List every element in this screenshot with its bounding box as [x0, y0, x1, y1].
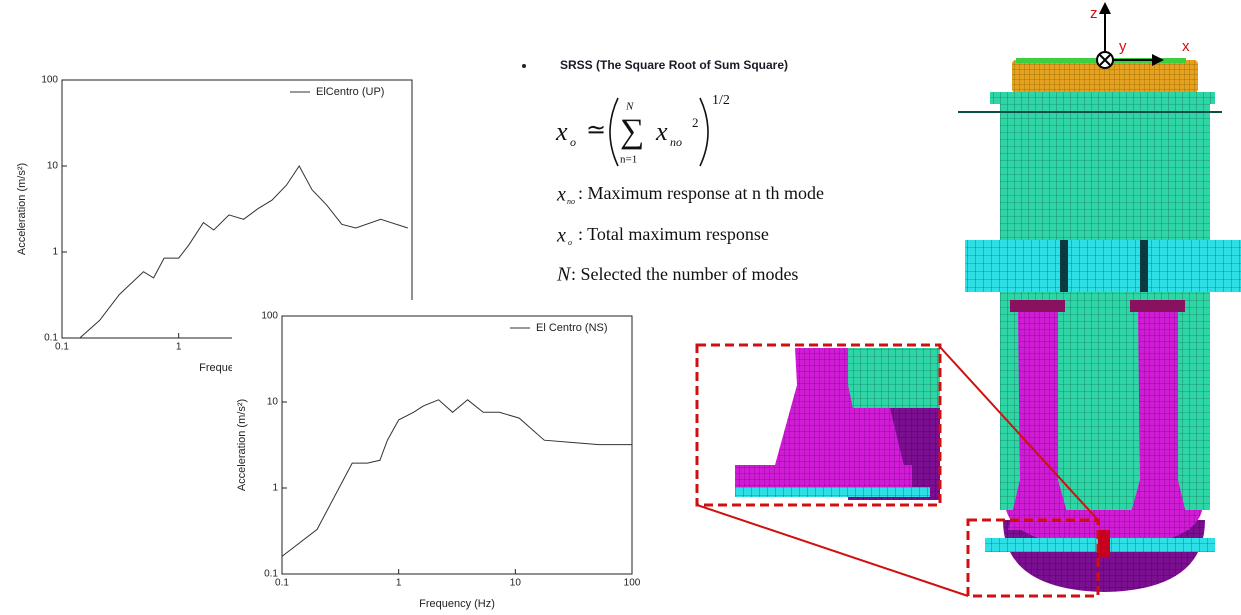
legend-label: El Centro (NS) [536, 322, 608, 334]
eq-sum-upper: N [625, 101, 634, 113]
y-tick-label: 10 [267, 397, 279, 408]
def-sub: o [568, 238, 572, 247]
eq-lhs-sub: o [570, 135, 576, 149]
leader [697, 505, 968, 596]
page: 0.1 1 10 100 0.1 1 10 100 Frequency (Hz) Accelera… [0, 0, 1241, 615]
y-tick-label: 100 [41, 75, 58, 86]
def-symbol: x [556, 225, 566, 247]
axis-label: x [1182, 38, 1190, 55]
x-axis-label: Frequency (Hz) [419, 598, 495, 610]
eq-lhs: x [555, 117, 568, 146]
paren-left [610, 98, 618, 166]
plot-frame [282, 316, 632, 574]
def-symbol: x [556, 184, 566, 206]
band-rib [1140, 240, 1148, 292]
heading: SRSS (The Square Root of Sum Square) [560, 58, 788, 72]
plot-frame [62, 80, 412, 338]
inset-shelf [735, 465, 912, 487]
x-tick-label: 1 [176, 342, 182, 353]
def-sub: no [567, 197, 575, 206]
eq-sum-lower: n=1 [620, 154, 637, 166]
eq-power: 1/2 [712, 93, 730, 108]
axis-label: y [1119, 38, 1127, 55]
legend-label: ElCentro (UP) [316, 86, 384, 98]
def-text: : Total maximum response [578, 224, 769, 244]
y-tick-label: 10 [47, 161, 59, 172]
x-tick-label: 1 [396, 578, 402, 589]
inset-plate [735, 487, 930, 497]
charts: 0.1 1 10 100 0.1 1 10 100 Frequency (Hz) Accelera… [16, 75, 644, 615]
equation: x o ≃ N ∑ n=1 x no 2 1/2 [555, 93, 730, 166]
fe-model: z y x [697, 2, 1241, 596]
x-tick-label: 100 [624, 578, 641, 589]
def-text: : Maximum response at n th mode [578, 183, 824, 203]
slide: 0.1 1 10 100 0.1 1 10 100 Frequency (Hz) Accelera… [0, 0, 1241, 615]
y-tick-label: 1 [52, 247, 58, 258]
y-tick-label: 1 [272, 483, 278, 494]
paren-right [700, 98, 708, 166]
y-axis-label: Acceleration (m/s²) [236, 399, 248, 491]
eq-sum: ∑ [620, 113, 644, 150]
column-plate [1130, 300, 1185, 312]
column-plate [1010, 300, 1065, 312]
def-symbol: N [556, 264, 572, 286]
eq-term-sup: 2 [692, 115, 699, 130]
band-rib [1060, 240, 1068, 292]
bullet [522, 64, 526, 68]
eq-relation: ≃ [586, 118, 606, 144]
x-tick-label: 10 [510, 578, 522, 589]
detail-inset [735, 348, 940, 500]
y-tick-label: 0.1 [44, 333, 58, 344]
inset-vessel [848, 348, 940, 410]
flange [990, 92, 1215, 104]
y-tick-label: 0.1 [264, 569, 278, 580]
axis-label: z [1090, 5, 1098, 22]
bottom-nozzle [1098, 530, 1110, 558]
def-text: : Selected the number of modes [571, 264, 798, 284]
y-axis-label: Acceleration (m/s²) [16, 163, 28, 255]
eq-term: x [655, 117, 668, 146]
y-tick-label: 100 [261, 311, 278, 322]
definitions: x no : Maximum response at n th mode x o… [556, 183, 824, 285]
axis-z-head [1099, 2, 1111, 14]
eq-term-sub: no [670, 135, 682, 149]
support-band [965, 240, 1241, 292]
